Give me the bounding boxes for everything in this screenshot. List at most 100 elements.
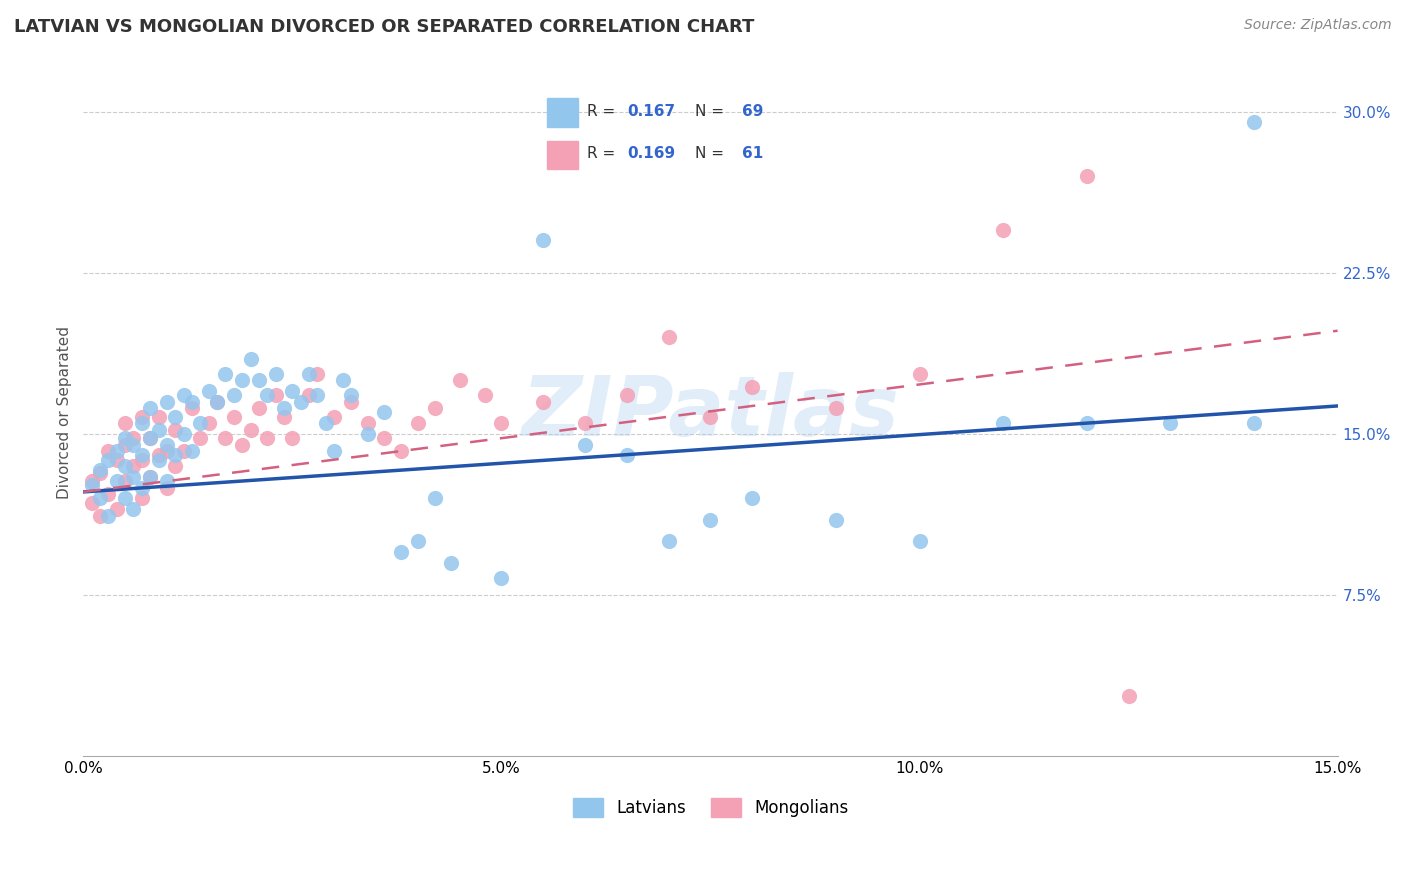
Point [165, 459, 187, 474]
Point [105, 444, 128, 458]
Point [1243, 416, 1265, 430]
Point [741, 379, 763, 393]
Point [80, 474, 103, 488]
Point [1159, 416, 1181, 430]
Point [356, 426, 378, 441]
Point [181, 394, 204, 409]
Point [97, 508, 120, 523]
Point [340, 388, 363, 402]
Point [239, 423, 262, 437]
Point [222, 409, 245, 424]
Point [222, 388, 245, 402]
Point [97, 452, 120, 467]
Point [315, 416, 337, 430]
Point [80, 496, 103, 510]
Legend: Latvians, Mongolians: Latvians, Mongolians [567, 791, 855, 823]
Point [699, 409, 721, 424]
Point [148, 452, 170, 467]
Point [307, 388, 329, 402]
Text: LATVIAN VS MONGOLIAN DIVORCED OR SEPARATED CORRELATION CHART: LATVIAN VS MONGOLIAN DIVORCED OR SEPARAT… [14, 18, 755, 36]
Point [373, 431, 395, 445]
Text: 61: 61 [741, 146, 763, 161]
Point [139, 431, 162, 445]
Point [290, 394, 312, 409]
Text: R =: R = [586, 146, 620, 161]
Point [80, 478, 103, 492]
Point [491, 571, 513, 585]
Text: R =: R = [586, 104, 620, 120]
Point [741, 491, 763, 506]
Point [97, 487, 120, 501]
Point [197, 384, 219, 398]
Point [190, 431, 212, 445]
Point [658, 330, 681, 344]
Point [658, 534, 681, 549]
Point [474, 388, 496, 402]
Point [105, 474, 128, 488]
Point [825, 513, 848, 527]
Point [264, 367, 287, 381]
Point [256, 388, 278, 402]
Point [205, 394, 228, 409]
Point [148, 449, 170, 463]
Point [247, 373, 270, 387]
Point [114, 474, 136, 488]
Point [356, 416, 378, 430]
Point [148, 423, 170, 437]
Bar [547, 141, 578, 169]
Point [991, 223, 1014, 237]
Point [214, 431, 236, 445]
Point [131, 416, 153, 430]
Point [122, 431, 145, 445]
Text: 0.169: 0.169 [627, 146, 675, 161]
Point [991, 416, 1014, 430]
Point [89, 463, 111, 477]
Point [616, 388, 638, 402]
Point [181, 444, 204, 458]
Point [389, 444, 412, 458]
Point [156, 444, 179, 458]
Point [908, 367, 931, 381]
Text: Source: ZipAtlas.com: Source: ZipAtlas.com [1244, 18, 1392, 32]
Point [406, 416, 429, 430]
Point [122, 437, 145, 451]
Point [131, 409, 153, 424]
Text: N =: N = [695, 146, 728, 161]
Point [1076, 169, 1098, 183]
Point [114, 416, 136, 430]
Point [105, 502, 128, 516]
Point [264, 388, 287, 402]
Point [825, 401, 848, 416]
Point [156, 437, 179, 451]
Point [389, 545, 412, 559]
Point [373, 405, 395, 419]
Point [156, 474, 179, 488]
Point [298, 388, 321, 402]
Text: 69: 69 [741, 104, 763, 120]
Point [449, 373, 471, 387]
Point [323, 409, 346, 424]
Point [298, 367, 321, 381]
Point [423, 401, 446, 416]
Point [231, 373, 253, 387]
Point [114, 437, 136, 451]
Point [323, 444, 346, 458]
Point [440, 556, 463, 570]
Text: N =: N = [695, 104, 728, 120]
Point [281, 431, 304, 445]
Point [423, 491, 446, 506]
Point [197, 416, 219, 430]
Point [114, 431, 136, 445]
Point [340, 394, 363, 409]
Point [173, 388, 195, 402]
Point [122, 470, 145, 484]
Point [273, 401, 295, 416]
Point [131, 491, 153, 506]
Point [574, 416, 596, 430]
Point [307, 367, 329, 381]
Point [131, 481, 153, 495]
Point [105, 452, 128, 467]
Point [231, 437, 253, 451]
Point [139, 431, 162, 445]
Point [181, 401, 204, 416]
